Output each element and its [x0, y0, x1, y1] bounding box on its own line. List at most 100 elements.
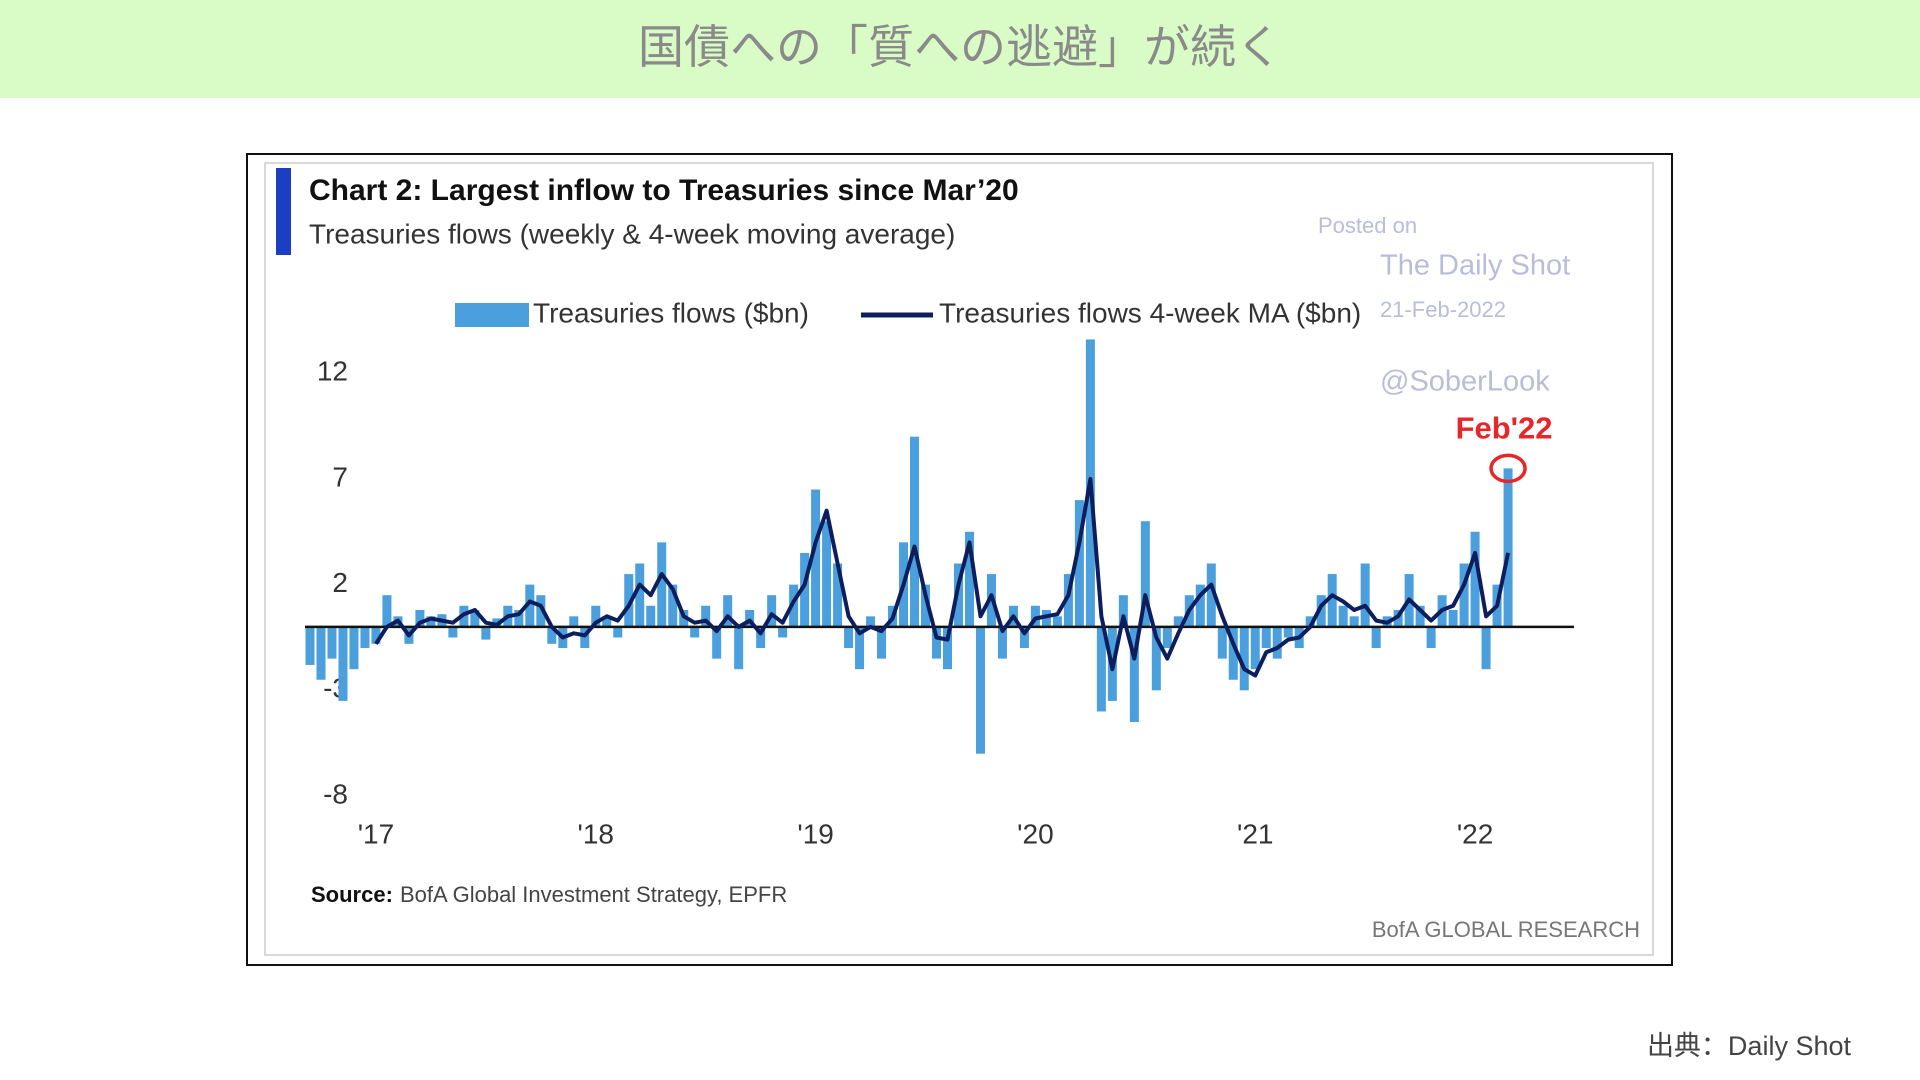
bar: [1239, 626, 1249, 691]
bar: [1415, 605, 1425, 627]
bar: [1448, 610, 1458, 627]
bar: [1140, 521, 1150, 627]
bar: [866, 616, 876, 627]
bar: [1327, 574, 1337, 627]
bar: [1426, 626, 1436, 649]
bar: [1503, 468, 1513, 627]
bar: [701, 605, 711, 627]
x-tick-label: '17: [358, 818, 395, 849]
bar: [1261, 626, 1271, 649]
bar: [1173, 616, 1183, 627]
legend-label: Treasuries flows 4-week MA ($bn): [939, 297, 1361, 328]
bar: [844, 626, 854, 649]
chart-inner-frame: [264, 162, 1654, 956]
bar: [745, 610, 755, 627]
legend-label: Treasuries flows ($bn): [533, 297, 809, 328]
chart-title: Chart 2: Largest inflow to Treasuries si…: [309, 174, 1019, 207]
bar: [624, 574, 634, 627]
bar: [338, 626, 348, 701]
bar: [426, 616, 436, 627]
bar: [415, 610, 425, 627]
bar: [1470, 531, 1480, 627]
bar: [822, 521, 832, 627]
y-tick-label: -8: [323, 778, 348, 809]
bar: [1228, 626, 1238, 680]
bar: [712, 626, 722, 659]
bar: [349, 626, 359, 670]
x-tick-label: '19: [797, 818, 834, 849]
chart-subtitle: Treasuries flows (weekly & 4-week moving…: [309, 218, 955, 249]
bar: [800, 552, 810, 627]
bar: [953, 563, 963, 627]
title-accent: [276, 168, 291, 255]
bar: [1360, 563, 1370, 627]
bar: [602, 616, 612, 627]
bar: [756, 626, 766, 649]
bar: [1063, 574, 1073, 627]
bar: [525, 584, 535, 627]
bar: [668, 584, 678, 627]
header-band: [0, 0, 1920, 98]
bar: [1096, 626, 1106, 712]
bar: [975, 626, 985, 754]
bar: [997, 626, 1007, 659]
bar: [1305, 616, 1315, 627]
chart-frame: [246, 153, 1673, 966]
bar: [833, 563, 843, 627]
bar: [942, 626, 952, 670]
bar: [646, 605, 656, 627]
x-tick-label: '20: [1017, 818, 1054, 849]
header-title: 国債への「質への逃避」が続く: [638, 21, 1282, 73]
bar: [591, 605, 601, 627]
bar: [778, 626, 788, 638]
bar: [1041, 610, 1051, 627]
bar: [932, 626, 942, 659]
bar: [921, 584, 931, 627]
bar: [514, 610, 524, 627]
bar: [1129, 626, 1139, 723]
bar: [316, 626, 326, 680]
bar: [1074, 500, 1084, 627]
legend-swatch: [455, 303, 529, 327]
bar: [910, 436, 920, 627]
source-text: BofA Global Investment Strategy, EPFR: [400, 882, 787, 907]
bar: [470, 610, 480, 627]
bar: [1371, 626, 1381, 649]
bar: [1151, 626, 1161, 691]
bar: [1349, 616, 1359, 627]
bar: [1118, 595, 1128, 627]
bar: [1019, 626, 1029, 649]
branding: BofA GLOBAL RESEARCH: [1372, 917, 1640, 942]
ma-line: [374, 477, 1511, 678]
bar: [1272, 626, 1282, 659]
y-tick-label: 7: [332, 461, 348, 492]
watermark: Posted on: [1318, 213, 1417, 238]
bar: [964, 531, 974, 627]
annotation-circle: [1489, 453, 1527, 484]
bar: [580, 626, 590, 649]
x-tick-label: '22: [1457, 818, 1494, 849]
bar: [811, 489, 821, 627]
bar: [690, 626, 700, 638]
bar: [734, 626, 744, 670]
bar: [305, 626, 315, 665]
bar: [877, 626, 887, 659]
y-tick-label: 12: [317, 356, 348, 387]
x-tick-label: '18: [578, 818, 615, 849]
bar: [547, 626, 557, 644]
bar: [1481, 626, 1491, 670]
bar: [635, 563, 645, 627]
bar: [1338, 605, 1348, 627]
bar: [1052, 616, 1062, 627]
annotation-label: Feb'22: [1456, 411, 1553, 446]
bar: [1250, 626, 1260, 670]
footer-credit: 出典：Daily Shot: [1647, 1031, 1852, 1061]
source-label: Source:: [311, 882, 393, 907]
y-tick-label: 2: [332, 567, 348, 598]
bar: [1195, 584, 1205, 627]
bar: [1316, 595, 1326, 627]
bar: [569, 616, 579, 627]
bar: [327, 626, 337, 659]
bar: [1162, 626, 1172, 649]
